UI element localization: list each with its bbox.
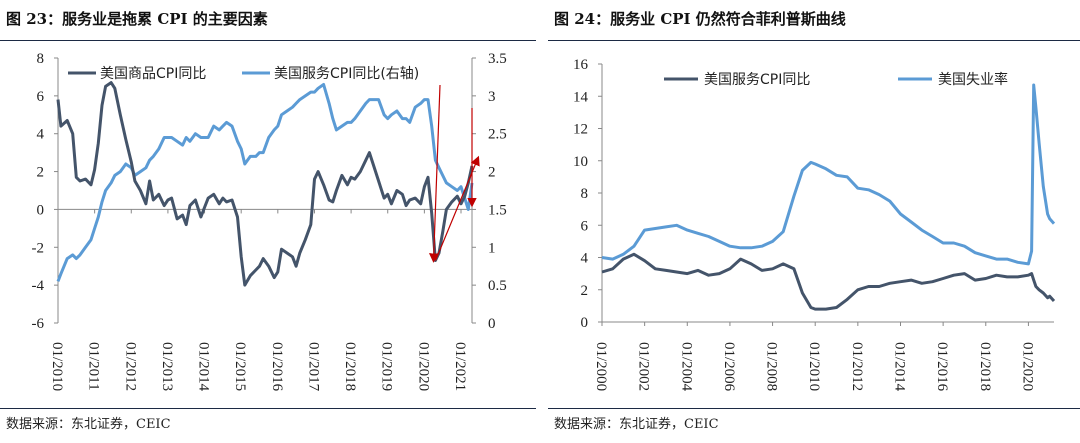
x-tick-label: 01/2010 <box>49 342 65 391</box>
x-tick-label: 01/2010 <box>806 342 822 391</box>
figure-23-chart: -6 -4 -2 0 2 4 6 8 0 0.5 1 1.5 2 2.5 3 3.5 01/2010 01/201… <box>32 51 507 392</box>
x-tick-label: 01/2020 <box>415 342 431 391</box>
figure-24-chart: 0 2 4 6 8 10 12 14 16 01/2000 01/2002 01/2004 01/200… <box>573 57 1056 392</box>
title-rule <box>548 40 1080 41</box>
x-tick-label: 01/2019 <box>379 342 395 391</box>
series-line-unemployment <box>601 83 1056 266</box>
x-tick-label: 01/2018 <box>977 342 993 391</box>
y-tick-label-left: 4 <box>37 127 45 143</box>
y-tick-label-right: 1.5 <box>488 202 507 218</box>
figure-24-source: 数据来源：东北证券，CEIC <box>554 417 719 432</box>
annotation-arrow-upturn <box>434 155 480 261</box>
x-tick-label: 01/2000 <box>593 342 609 391</box>
x-tick-label: 01/2016 <box>269 342 285 392</box>
y-tick-label: 10 <box>573 154 588 170</box>
x-tick-label: 01/2012 <box>849 342 865 391</box>
y-tick-label-left: 2 <box>37 165 45 181</box>
x-tick-label: 01/2004 <box>678 342 694 392</box>
x-tick-label: 01/2014 <box>891 342 907 392</box>
y-tick-label-right: 3.5 <box>488 51 507 67</box>
series-line-goods-cpi <box>56 81 474 287</box>
legend-label-services-cpi: 美国服务CPI同比(右轴) <box>274 66 419 82</box>
series-line-services-cpi <box>601 252 1056 311</box>
y-tick-label-right: 1 <box>488 240 496 256</box>
x-tick-label: 01/2006 <box>721 342 737 392</box>
x-tick-label: 01/2020 <box>1019 342 1035 391</box>
annotation-arrow-trough <box>428 84 441 263</box>
y-tick-label-right: 3 <box>488 89 496 105</box>
y-tick-label: 16 <box>573 57 589 73</box>
y-tick-label-left: 8 <box>37 51 45 67</box>
figure-24-title: 图 24：服务业 CPI 仍然符合菲利普斯曲线 <box>554 10 846 28</box>
x-tick-label: 01/2012 <box>122 342 138 391</box>
source-rule <box>548 408 1080 409</box>
x-tick-label: 01/2013 <box>159 342 175 391</box>
y-tick-label: 14 <box>573 89 589 105</box>
y-tick-label-right: 2 <box>488 165 496 181</box>
y-tick-label-left: -4 <box>32 278 45 294</box>
x-tick-label: 01/2021 <box>452 342 468 391</box>
y-tick-label-left: 0 <box>37 202 45 218</box>
y-tick-label: 8 <box>581 186 589 202</box>
series-line-services-cpi <box>56 83 474 282</box>
y-tick-label: 2 <box>581 283 589 299</box>
y-tick-label: 6 <box>581 218 589 234</box>
title-rule <box>0 40 536 41</box>
legend-label-unemployment: 美国失业率 <box>938 71 1008 88</box>
legend-label-goods-cpi: 美国商品CPI同比 <box>100 66 206 82</box>
x-tick-label: 01/2015 <box>232 342 248 391</box>
y-tick-label-right: 2.5 <box>488 127 507 143</box>
y-tick-label-left: -6 <box>32 316 45 332</box>
y-tick-label-left: -2 <box>32 240 45 256</box>
x-tick-label: 01/2002 <box>636 342 652 391</box>
legend-label-services-cpi: 美国服务CPI同比 <box>704 72 810 88</box>
y-tick-label: 4 <box>581 251 589 267</box>
figure-23-panel: 图 23：服务业是拖累 CPI 的主要因素 -6 -4 -2 0 2 4 6 8 0 0.5 1 1.… <box>0 0 536 443</box>
y-tick-label-left: 6 <box>37 89 45 105</box>
y-tick-label: 12 <box>573 122 588 138</box>
x-tick-label: 01/2011 <box>86 342 102 391</box>
x-tick-label: 01/2016 <box>934 342 950 392</box>
figure-23-title: 图 23：服务业是拖累 CPI 的主要因素 <box>6 10 268 28</box>
x-tick-label: 01/2018 <box>342 342 358 391</box>
y-tick-label-right: 0.5 <box>488 278 507 294</box>
figure-24-panel: 图 24：服务业 CPI 仍然符合菲利普斯曲线 0 2 4 6 8 10 12 14 16 01/… <box>548 0 1080 443</box>
figure-23-source: 数据来源：东北证券，CEIC <box>6 417 171 432</box>
source-rule <box>0 408 536 409</box>
y-tick-label: 0 <box>581 315 589 331</box>
y-tick-label-right: 0 <box>488 316 496 332</box>
x-tick-label: 01/2008 <box>764 342 780 391</box>
x-tick-label: 01/2017 <box>305 342 321 392</box>
x-tick-label: 01/2014 <box>196 342 212 392</box>
